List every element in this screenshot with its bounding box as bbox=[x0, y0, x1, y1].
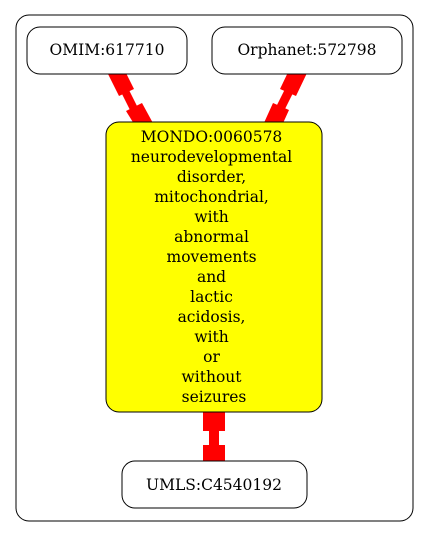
mondo-line-9: acidosis, bbox=[178, 308, 246, 326]
node-omim-label: OMIM:617710 bbox=[50, 41, 165, 59]
mondo-line-11: or bbox=[203, 348, 220, 366]
mondo-line-12: without bbox=[182, 368, 243, 386]
node-umls-label: UMLS:C4540192 bbox=[146, 476, 282, 494]
node-orphanet-label: Orphanet:572798 bbox=[237, 41, 376, 59]
edge-umls-segment-upper bbox=[203, 408, 225, 431]
mondo-line-5: abnormal bbox=[174, 228, 249, 246]
mondo-line-8: lactic bbox=[190, 288, 233, 306]
mondo-line-4: with bbox=[194, 208, 228, 226]
edge-omim-segment-middle bbox=[121, 88, 138, 112]
node-umls-box bbox=[121, 460, 308, 509]
node-mondo-box bbox=[105, 121, 323, 413]
mondo-line-1: neurodevelopmental bbox=[131, 148, 292, 166]
mondo-line-7: and bbox=[197, 268, 226, 286]
node-omim[interactable]: OMIM:617710 bbox=[26, 26, 188, 75]
node-orphanet[interactable]: Orphanet:572798 bbox=[211, 26, 403, 75]
mondo-line-3: mitochondrial, bbox=[154, 188, 269, 206]
node-umls[interactable]: UMLS:C4540192 bbox=[121, 460, 308, 509]
node-mondo[interactable]: MONDO:0060578 neurodevelopmental disorde… bbox=[105, 121, 323, 413]
node-orphanet-box bbox=[211, 26, 403, 75]
node-omim-box bbox=[26, 26, 188, 75]
mondo-line-10: with bbox=[194, 328, 228, 346]
edge-umls-segment-middle bbox=[209, 429, 219, 447]
mondo-line-2: disorder, bbox=[177, 168, 246, 186]
mondo-line-6: movements bbox=[167, 248, 257, 266]
mondo-line-13: seizures bbox=[182, 388, 247, 406]
node-mondo-label: MONDO:0060578 neurodevelopmental disorde… bbox=[131, 128, 297, 406]
mondo-line-0: MONDO:0060578 bbox=[141, 128, 283, 146]
